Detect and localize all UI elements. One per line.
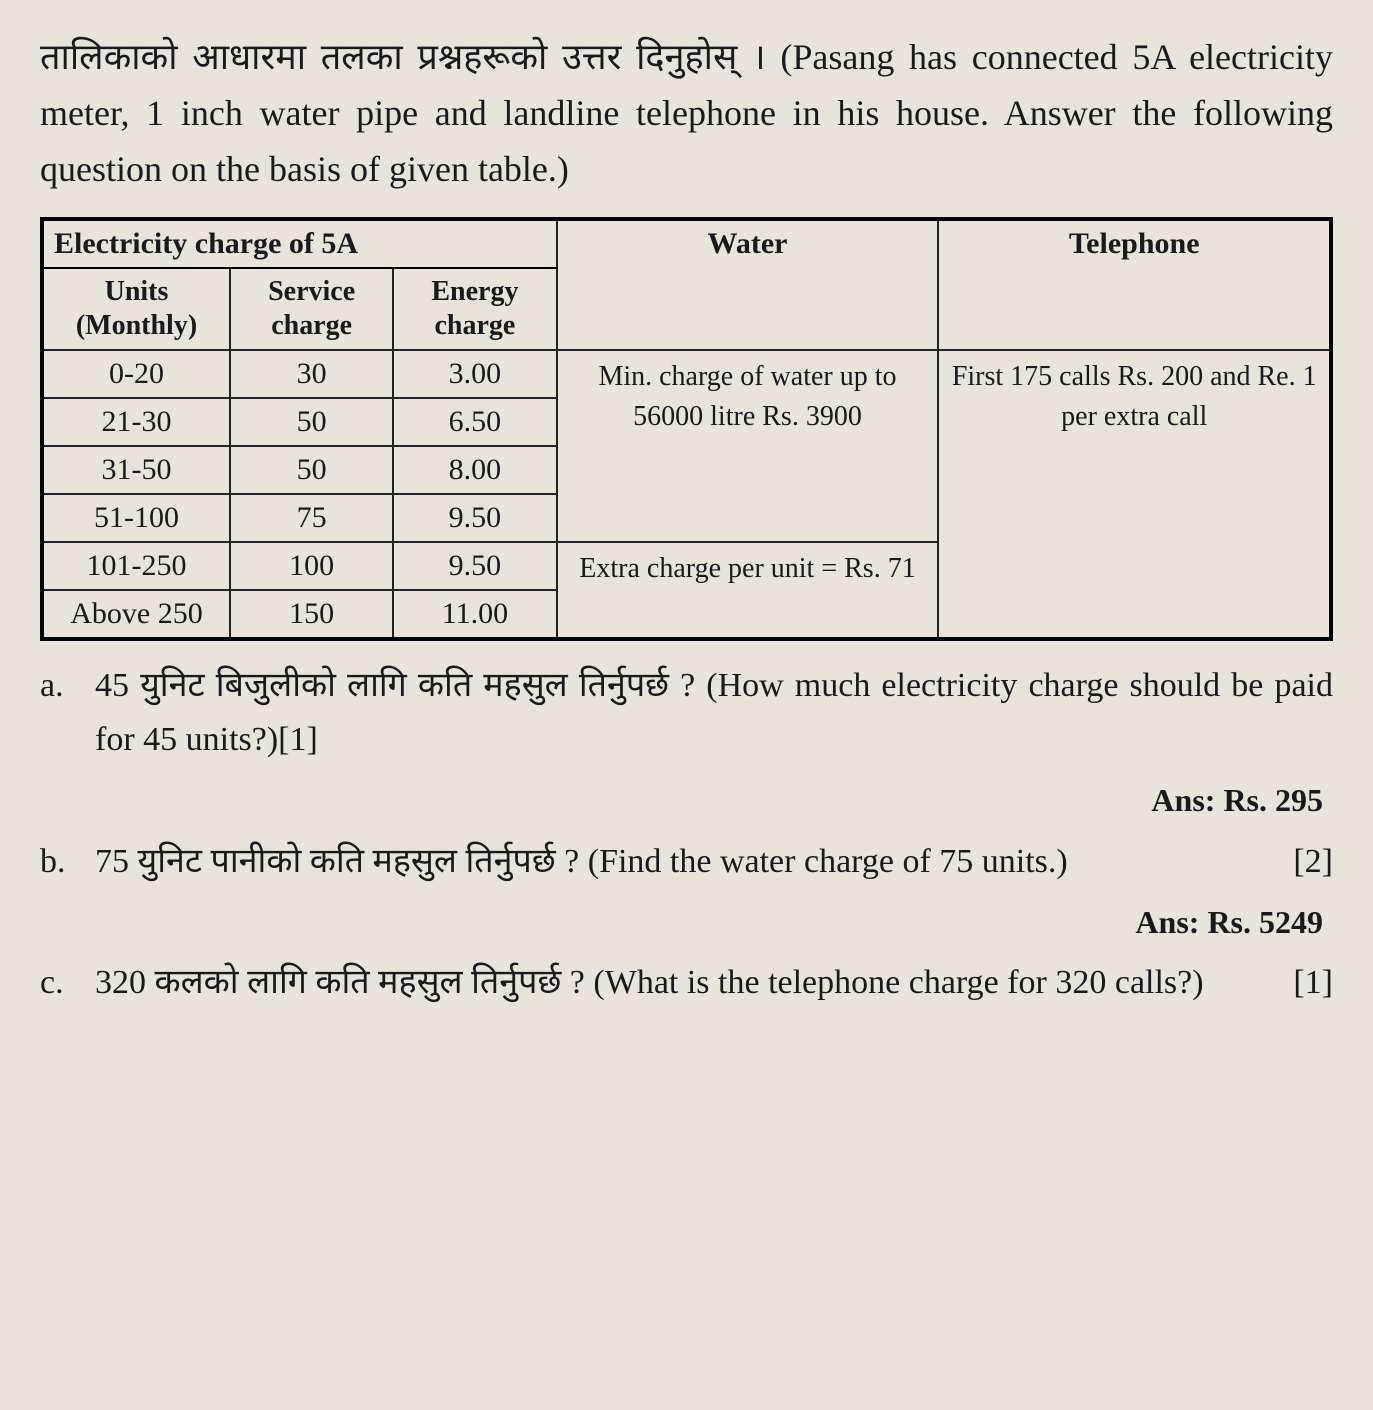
table-cell: 21-30	[42, 398, 230, 446]
q-marks: [1]	[1293, 956, 1333, 1010]
questions-block: a. 45 युनिट बिजुलीको लागि कति महसुल तिर्…	[40, 659, 1333, 1011]
col-energy: Energy charge	[393, 268, 556, 349]
table-cell: 31-50	[42, 446, 230, 494]
table-cell: 8.00	[393, 446, 556, 494]
table-cell: Above 250	[42, 590, 230, 639]
q-label: b.	[40, 835, 95, 889]
question-c: c. 320 कलको लागि कति महसुल तिर्नुपर्छ ? …	[40, 956, 1333, 1010]
table-cell: 101-250	[42, 542, 230, 590]
answer-a: Ans: Rs. 295	[40, 775, 1323, 826]
table-cell: 50	[230, 398, 393, 446]
answer-b: Ans: Rs. 5249	[40, 897, 1323, 948]
table-cell: 11.00	[393, 590, 556, 639]
table-cell: 6.50	[393, 398, 556, 446]
water-min-charge: Min. charge of water up to 56000 litre R…	[557, 350, 939, 542]
question-a: a. 45 युनिट बिजुलीको लागि कति महसुल तिर्…	[40, 659, 1333, 768]
telephone-charge: First 175 calls Rs. 200 and Re. 1 per ex…	[938, 350, 1331, 639]
table-cell: 3.00	[393, 350, 556, 398]
table-cell: 9.50	[393, 494, 556, 542]
q-body: 320 कलको लागि कति महसुल तिर्नुपर्छ ? (Wh…	[95, 956, 1333, 1010]
question-b: b. 75 युनिट पानीको कति महसुल तिर्नुपर्छ …	[40, 835, 1333, 889]
col-service: Service charge	[230, 268, 393, 349]
q-body: 45 युनिट बिजुलीको लागि कति महसुल तिर्नुप…	[95, 659, 1333, 768]
table-cell: 0-20	[42, 350, 230, 398]
electricity-header: Electricity charge of 5A	[42, 219, 557, 268]
table-cell: 150	[230, 590, 393, 639]
charges-table: Electricity charge of 5A Water Telephone…	[40, 217, 1333, 640]
intro-text: तालिकाको आधारमा तलका प्रश्नहरूको उत्तर द…	[40, 30, 1333, 197]
table-cell: 100	[230, 542, 393, 590]
q-label: a.	[40, 659, 95, 768]
table-cell: 51-100	[42, 494, 230, 542]
q-marks: [2]	[1293, 835, 1333, 889]
water-header: Water	[557, 219, 939, 349]
table-cell: 75	[230, 494, 393, 542]
water-extra-charge: Extra charge per unit = Rs. 71	[557, 542, 939, 639]
table-cell: 9.50	[393, 542, 556, 590]
q-label: c.	[40, 956, 95, 1010]
table-cell: 30	[230, 350, 393, 398]
table-cell: 50	[230, 446, 393, 494]
q-body: 75 युनिट पानीको कति महसुल तिर्नुपर्छ ? (…	[95, 835, 1333, 889]
q-text: 320 कलको लागि कति महसुल तिर्नुपर्छ ? (Wh…	[95, 964, 1204, 1001]
telephone-header: Telephone	[938, 219, 1331, 349]
q-text: 75 युनिट पानीको कति महसुल तिर्नुपर्छ ? (…	[95, 843, 1068, 880]
col-units: Units (Monthly)	[42, 268, 230, 349]
